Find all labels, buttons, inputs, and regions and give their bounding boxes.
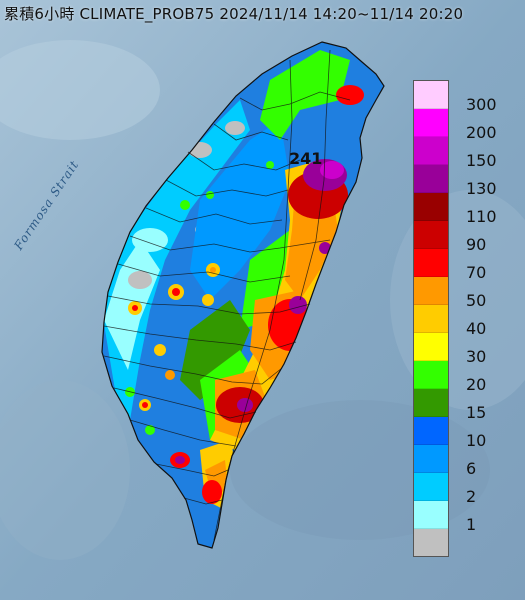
legend-label: 50 bbox=[466, 291, 487, 310]
legend-swatch bbox=[414, 249, 448, 277]
legend-label: 1 bbox=[466, 515, 477, 534]
legend-swatch bbox=[414, 277, 448, 305]
basin-boundaries bbox=[103, 49, 351, 541]
legend-swatch bbox=[414, 333, 448, 361]
legend-swatch bbox=[414, 193, 448, 221]
legend-swatch bbox=[414, 417, 448, 445]
legend-label: 200 bbox=[466, 123, 497, 142]
legend-label: 6 bbox=[466, 459, 477, 478]
legend-swatch bbox=[414, 305, 448, 333]
legend-label: 30 bbox=[466, 347, 487, 366]
legend-swatch bbox=[414, 81, 448, 109]
legend-swatch bbox=[414, 389, 448, 417]
legend-label: 110 bbox=[466, 207, 497, 226]
legend-label: 70 bbox=[466, 263, 487, 282]
legend-label: 40 bbox=[466, 319, 487, 338]
map-title: 累積6小時 CLIMATE_PROB75 2024/11/14 14:20~11… bbox=[4, 5, 464, 23]
legend-label: 20 bbox=[466, 375, 487, 394]
legend-label: 130 bbox=[466, 179, 497, 198]
legend-label: 2 bbox=[466, 487, 477, 506]
legend-swatch bbox=[414, 165, 448, 193]
peak-value-label: 241 bbox=[289, 149, 323, 168]
legend-label: 10 bbox=[466, 431, 487, 450]
legend-label: 15 bbox=[466, 403, 487, 422]
legend-swatch bbox=[414, 529, 448, 556]
coastline bbox=[101, 41, 385, 549]
legend-label: 150 bbox=[466, 151, 497, 170]
legend-swatch bbox=[414, 473, 448, 501]
legend-swatch bbox=[414, 221, 448, 249]
legend-swatch bbox=[414, 361, 448, 389]
legend-swatch bbox=[414, 445, 448, 473]
color-legend bbox=[413, 80, 449, 557]
legend-label: 90 bbox=[466, 235, 487, 254]
legend-swatch bbox=[414, 109, 448, 137]
legend-swatch bbox=[414, 501, 448, 529]
legend-swatch bbox=[414, 137, 448, 165]
legend-label: 300 bbox=[466, 95, 497, 114]
